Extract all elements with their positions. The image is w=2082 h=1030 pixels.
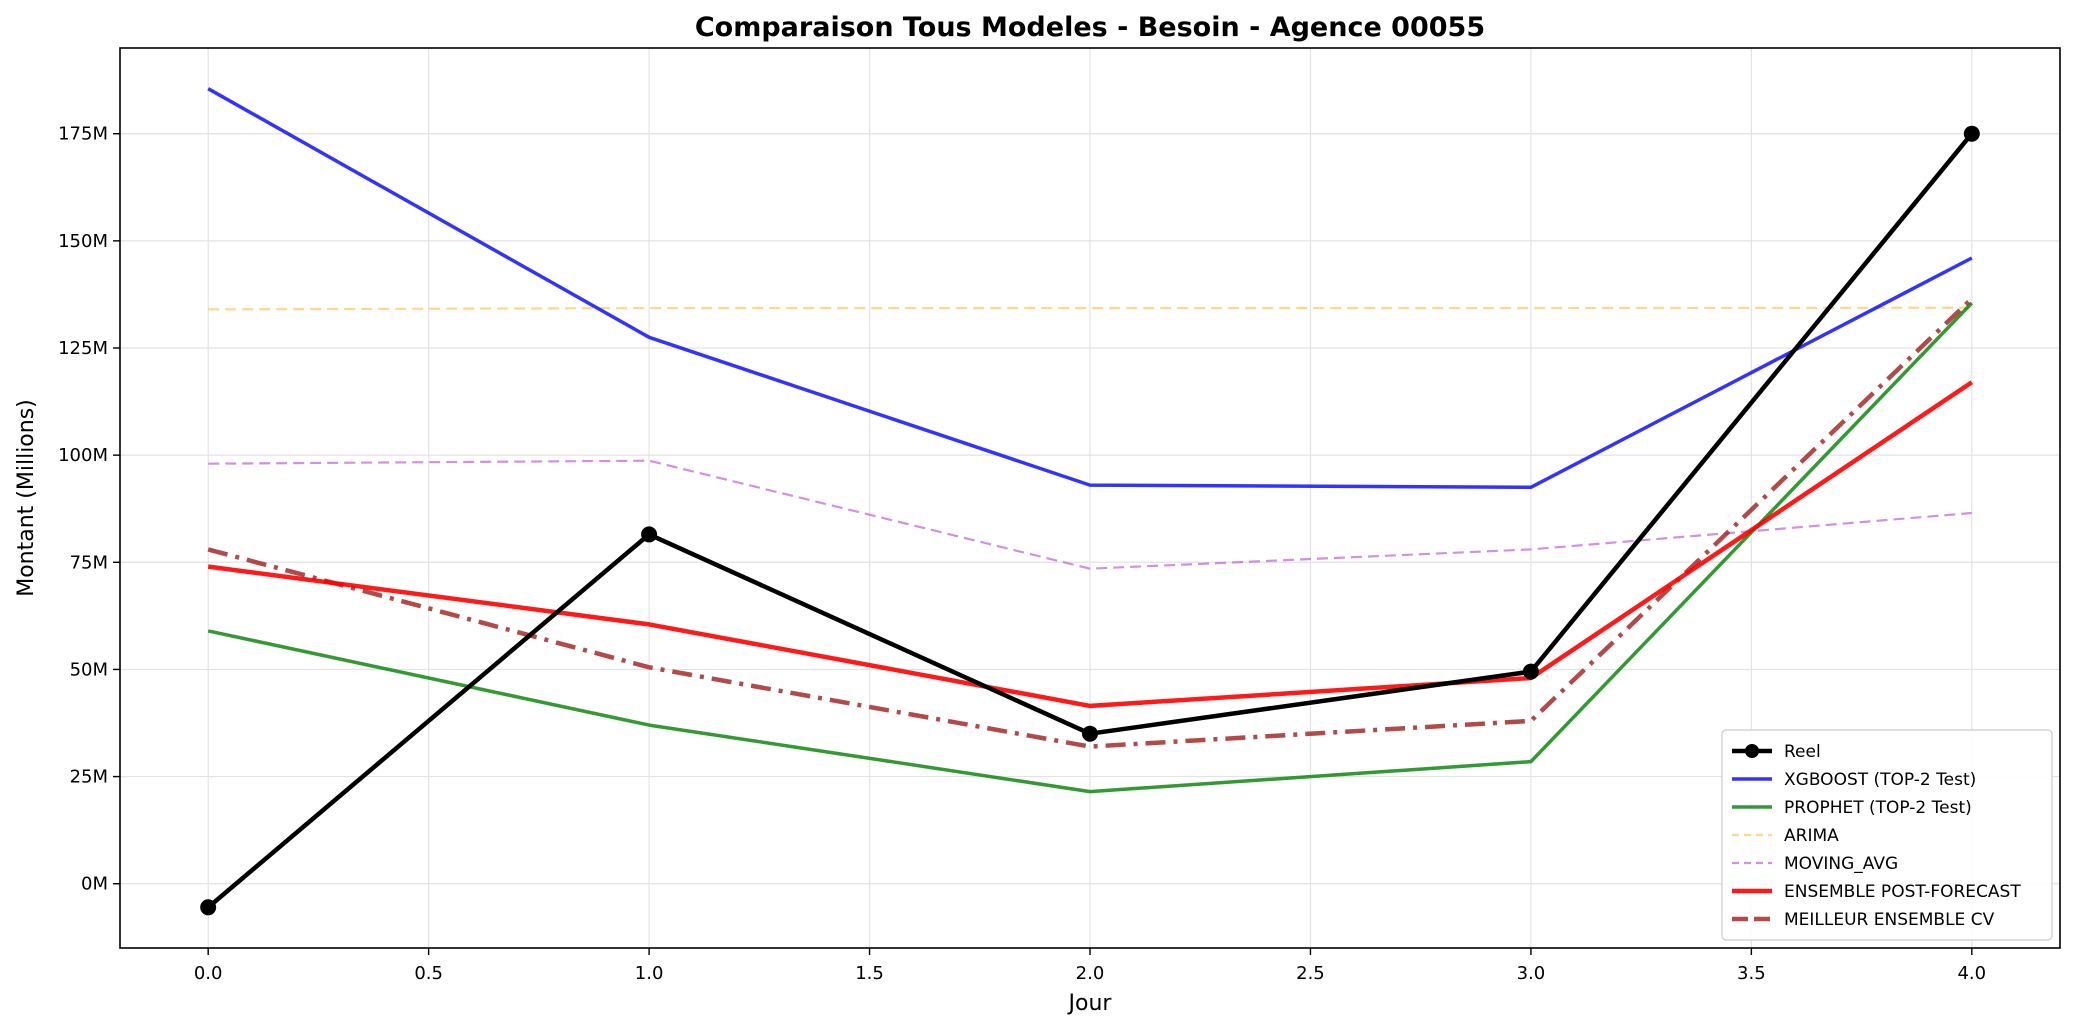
y-axis-label: Montant (Millions)	[14, 399, 39, 597]
y-tick-label: 175M	[58, 124, 108, 145]
x-tick-label: 2.0	[1076, 963, 1105, 984]
x-tick-label: 3.5	[1737, 963, 1766, 984]
legend-marker	[1745, 744, 1759, 758]
y-tick-label: 125M	[58, 338, 108, 359]
series-line-moving-avg	[208, 459, 1972, 570]
legend-label-xgboost-top-2-test: XGBOOST (TOP-2 Test)	[1784, 770, 1976, 790]
series-line-ensemble-post-forecast	[207, 380, 1974, 709]
series-line-prophet-top-2-test	[207, 301, 1974, 794]
series-line-arima	[208, 306, 1972, 311]
data-point-reel	[1963, 125, 1980, 142]
x-tick-label: 1.5	[855, 963, 884, 984]
y-tick-label: 150M	[58, 231, 108, 252]
x-tick-label: 1.0	[635, 963, 664, 984]
series-line-xgboost-top-2-test	[207, 87, 1973, 490]
data-point-reel	[641, 526, 658, 543]
axis-ticks: 0.0 0.5 1.0 1.5 2.0 2.5 3.0 3.5 4.0 0M 25M 50M 75M 10…	[58, 124, 1986, 984]
chart-title: Comparaison Tous Modeles - Besoin - Agen…	[695, 12, 1485, 43]
legend-label-prophet-top-2-test: PROPHET (TOP-2 Test)	[1784, 798, 1972, 818]
data-point-reel	[1082, 725, 1098, 742]
legend-label-arima: ARIMA	[1784, 826, 1839, 846]
y-tick-label: 100M	[58, 445, 108, 466]
x-tick-label: 4.0	[1957, 963, 1986, 984]
series-group	[200, 87, 1980, 916]
legend-label-moving-avg: MOVING_AVG	[1784, 854, 1898, 874]
data-point-reel	[1522, 663, 1539, 680]
x-tick-label: 0.0	[194, 963, 223, 984]
x-tick-label: 0.5	[414, 963, 443, 984]
x-tick-label: 3.0	[1517, 963, 1546, 984]
x-tick-label: 2.5	[1296, 963, 1325, 984]
legend-label-reel: Reel	[1784, 742, 1821, 762]
legend-label-ensemble-post-forecast: ENSEMBLE POST-FORECAST	[1784, 882, 2021, 902]
data-point-reel	[200, 899, 217, 916]
y-tick-label: 50M	[70, 659, 108, 680]
legend: Reel XGBOOST (TOP-2 Test) PROPHET (TOP-2 T…	[1721, 729, 2053, 941]
y-tick-label: 75M	[70, 552, 108, 573]
x-axis-label: Jour	[1067, 991, 1113, 1016]
y-tick-label: 25M	[70, 767, 108, 788]
legend-label-meilleur-ensemble-cv: MEILLEUR ENSEMBLE CV	[1784, 910, 1995, 930]
y-tick-label: 0M	[81, 874, 108, 895]
legend-box	[1721, 729, 2053, 941]
